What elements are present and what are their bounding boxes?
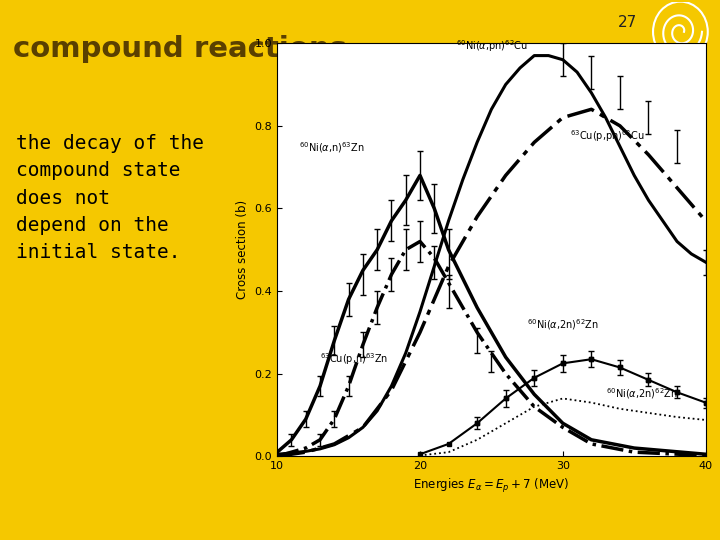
Text: $^{60}$Ni($\alpha$,2n)$^{62}$Zn: $^{60}$Ni($\alpha$,2n)$^{62}$Zn [527, 318, 599, 332]
Text: $^{63}$Cu(p,pn)$^{62}$Cu: $^{63}$Cu(p,pn)$^{62}$Cu [570, 129, 644, 144]
Text: $^{60}$Ni($\alpha$,2n)$^{62}$Zn: $^{60}$Ni($\alpha$,2n)$^{62}$Zn [606, 386, 678, 401]
Text: 27: 27 [618, 15, 637, 30]
Text: $^{60}$Ni($\alpha$,n)$^{63}$Zn: $^{60}$Ni($\alpha$,n)$^{63}$Zn [299, 140, 364, 155]
Y-axis label: Cross section (b): Cross section (b) [236, 200, 249, 299]
Text: the decay of the
compound state
does not
depend on the
initial state.: the decay of the compound state does not… [16, 134, 204, 262]
X-axis label: Energies $E_{\alpha} = E_p + 7$ (MeV): Energies $E_{\alpha} = E_p + 7$ (MeV) [413, 477, 570, 495]
Text: $^{60}$Ni($\alpha$,pn)$^{62}$Cu: $^{60}$Ni($\alpha$,pn)$^{62}$Cu [456, 38, 528, 53]
Text: NSCL: NSCL [666, 66, 695, 77]
Text: compound reactions: compound reactions [13, 35, 347, 63]
Text: $^{63}$Cu(p,n)$^{63}$Zn: $^{63}$Cu(p,n)$^{63}$Zn [320, 352, 388, 368]
